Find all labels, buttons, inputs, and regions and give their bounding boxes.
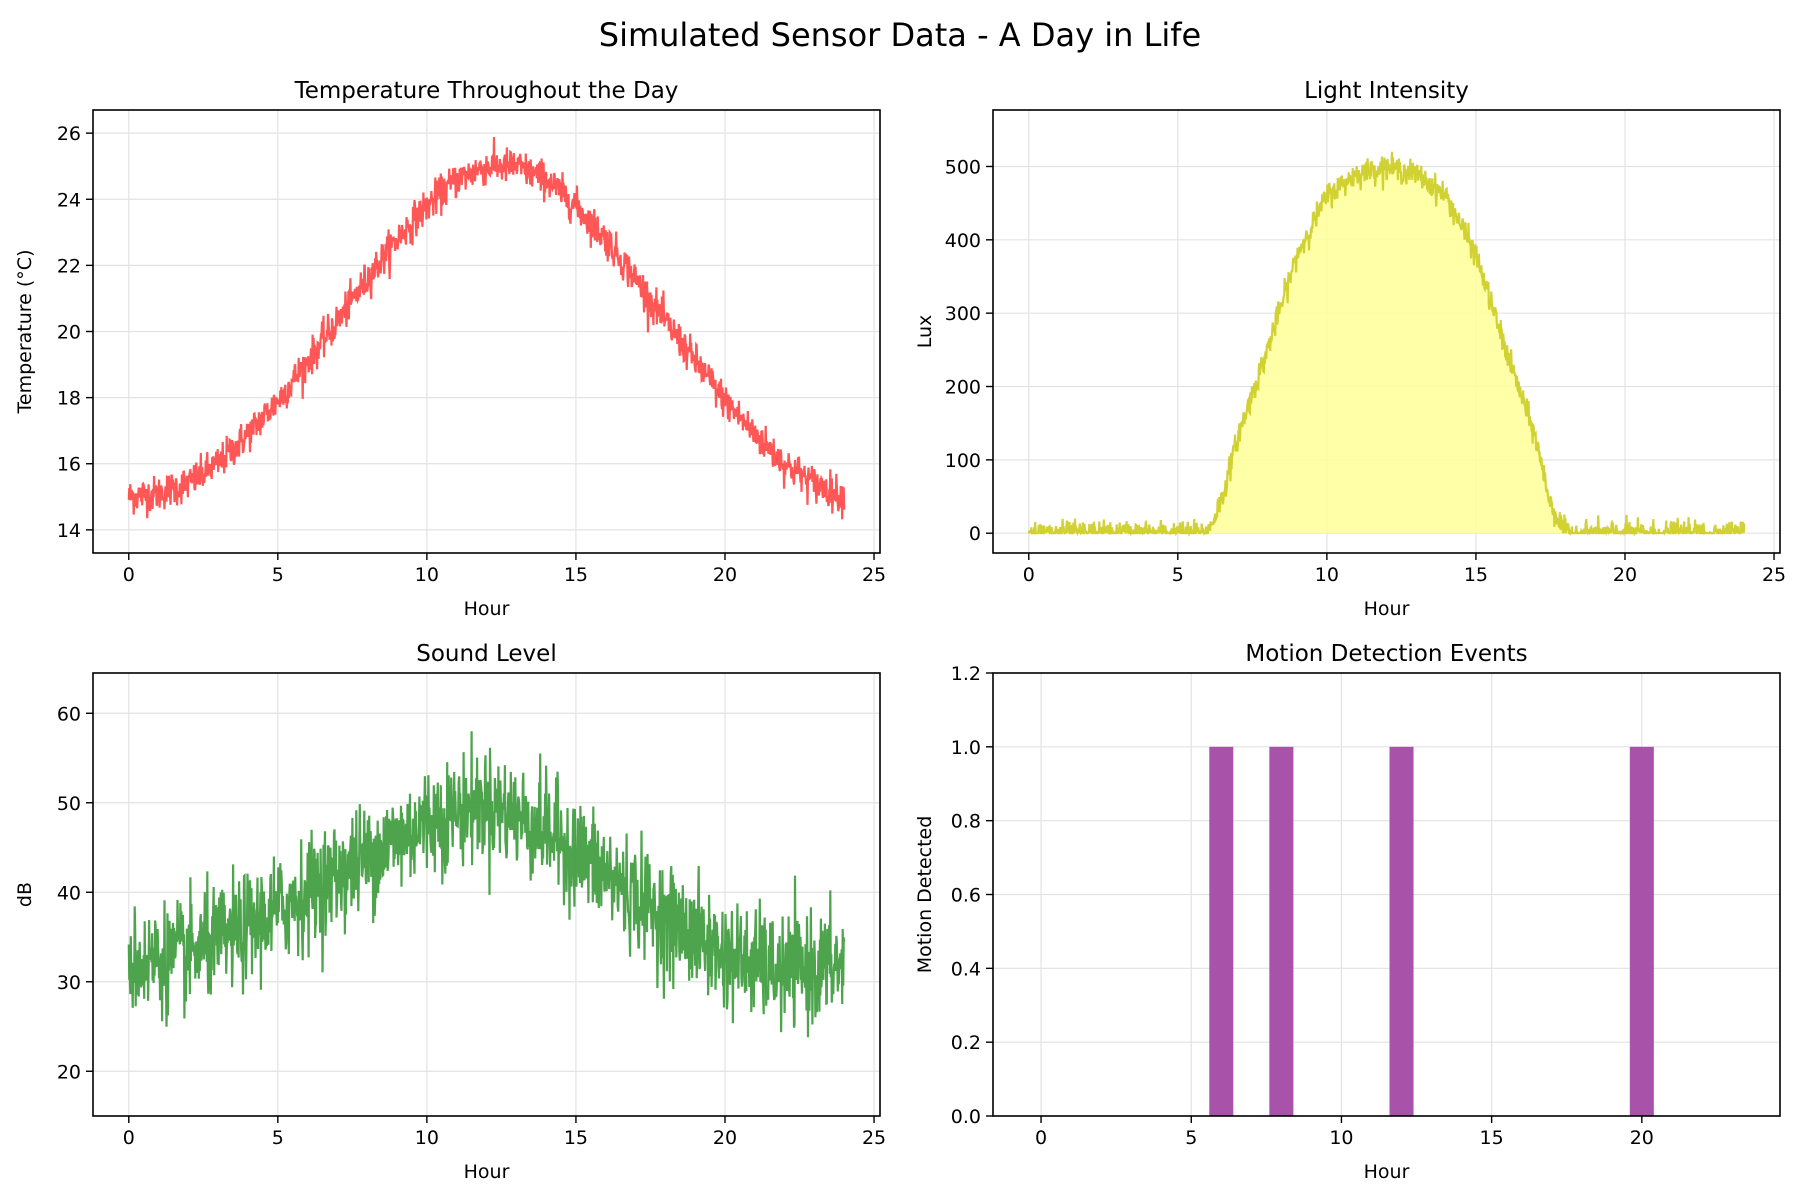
y-tick-label: 100 <box>945 450 981 472</box>
area-fill <box>1028 151 1745 534</box>
figure-title: Simulated Sensor Data - A Day in Life <box>598 16 1202 54</box>
x-tick-label: 10 <box>1329 1127 1353 1149</box>
x-tick-label: 25 <box>862 1127 886 1149</box>
y-tick-label: 20 <box>57 1061 81 1083</box>
bar <box>1209 746 1234 1116</box>
x-tick-label: 25 <box>1762 564 1786 586</box>
x-tick-label: 0 <box>123 1127 135 1149</box>
subplot-title: Sound Level <box>416 641 556 667</box>
axes-frame <box>992 109 1781 554</box>
x-tick-label: 15 <box>564 1127 588 1149</box>
x-tick-label: 10 <box>415 1127 439 1149</box>
subplot-title: Temperature Throughout the Day <box>294 78 679 104</box>
subplot-4: 0 5 10 15 20 0.0 0.2 0.4 0.6 0.8 1.0 1.2 Motion Dete… <box>914 641 1781 1183</box>
y-tick-label: 500 <box>945 156 981 178</box>
subplot-2: 0 5 10 15 20 25 0 100 200 300 400 500 Light Intensit… <box>914 78 1786 620</box>
y-tick-label: 200 <box>945 377 981 399</box>
y-axis-label: Lux <box>914 315 936 349</box>
x-tick-label: 15 <box>564 564 588 586</box>
bar <box>1389 746 1414 1116</box>
x-axis-label: Hour <box>464 598 510 620</box>
series-line <box>127 731 846 1038</box>
x-tick-label: 5 <box>272 564 284 586</box>
y-axis-label: Motion Detected <box>914 816 936 974</box>
x-tick-label: 10 <box>1315 564 1339 586</box>
x-axis-label: Hour <box>1364 1161 1410 1183</box>
series-line <box>1027 151 1746 537</box>
y-tick-label: 0.0 <box>951 1106 981 1128</box>
x-tick-label: 5 <box>1172 564 1184 586</box>
x-tick-label: 20 <box>713 1127 737 1149</box>
y-tick-label: 16 <box>57 454 81 476</box>
x-tick-label: 10 <box>415 564 439 586</box>
x-tick-label: 15 <box>1464 564 1488 586</box>
y-tick-label: 0.6 <box>951 885 981 907</box>
x-tick-label: 0 <box>1023 564 1035 586</box>
y-tick-label: 0.4 <box>951 958 981 980</box>
y-tick-label: 26 <box>57 123 81 145</box>
x-tick-label: 20 <box>713 564 737 586</box>
y-tick-label: 0.2 <box>951 1032 981 1054</box>
x-tick-label: 15 <box>1480 1127 1504 1149</box>
y-tick-label: 60 <box>57 703 81 725</box>
y-tick-label: 20 <box>57 322 81 344</box>
x-tick-label: 20 <box>1613 564 1637 586</box>
bar <box>1269 746 1294 1116</box>
y-tick-label: 14 <box>57 520 81 542</box>
y-tick-label: 0.8 <box>951 811 981 833</box>
y-tick-label: 0 <box>969 523 981 545</box>
y-tick-label: 30 <box>57 972 81 994</box>
x-tick-label: 0 <box>123 564 135 586</box>
subplot-title: Light Intensity <box>1304 78 1469 104</box>
y-tick-label: 400 <box>945 230 981 252</box>
x-axis-label: Hour <box>1364 598 1410 620</box>
x-tick-label: 5 <box>1185 1127 1197 1149</box>
y-tick-label: 18 <box>57 388 81 410</box>
y-axis-label: Temperature (°C) <box>14 250 36 415</box>
y-tick-label: 300 <box>945 303 981 325</box>
x-tick-label: 25 <box>862 564 886 586</box>
x-tick-label: 0 <box>1035 1127 1047 1149</box>
subplot-1: 0 5 10 15 20 25 14 16 18 20 22 24 26 Temperature Thro… <box>14 78 886 620</box>
subplot-3: 0 5 10 15 20 25 20 30 40 50 60 Sound Level Hour dB <box>14 641 886 1183</box>
subplot-title: Motion Detection Events <box>1245 641 1527 667</box>
y-tick-label: 50 <box>57 793 81 815</box>
series-line <box>127 136 846 520</box>
x-axis-label: Hour <box>464 1161 510 1183</box>
y-tick-label: 40 <box>57 882 81 904</box>
y-tick-label: 22 <box>57 255 81 277</box>
y-axis-label: dB <box>14 882 36 907</box>
x-tick-label: 5 <box>272 1127 284 1149</box>
y-tick-label: 1.2 <box>951 663 981 685</box>
axes-frame <box>92 672 881 1117</box>
y-tick-label: 24 <box>57 189 81 211</box>
bar <box>1629 746 1654 1116</box>
y-tick-label: 1.0 <box>951 737 981 759</box>
x-tick-label: 20 <box>1630 1127 1654 1149</box>
